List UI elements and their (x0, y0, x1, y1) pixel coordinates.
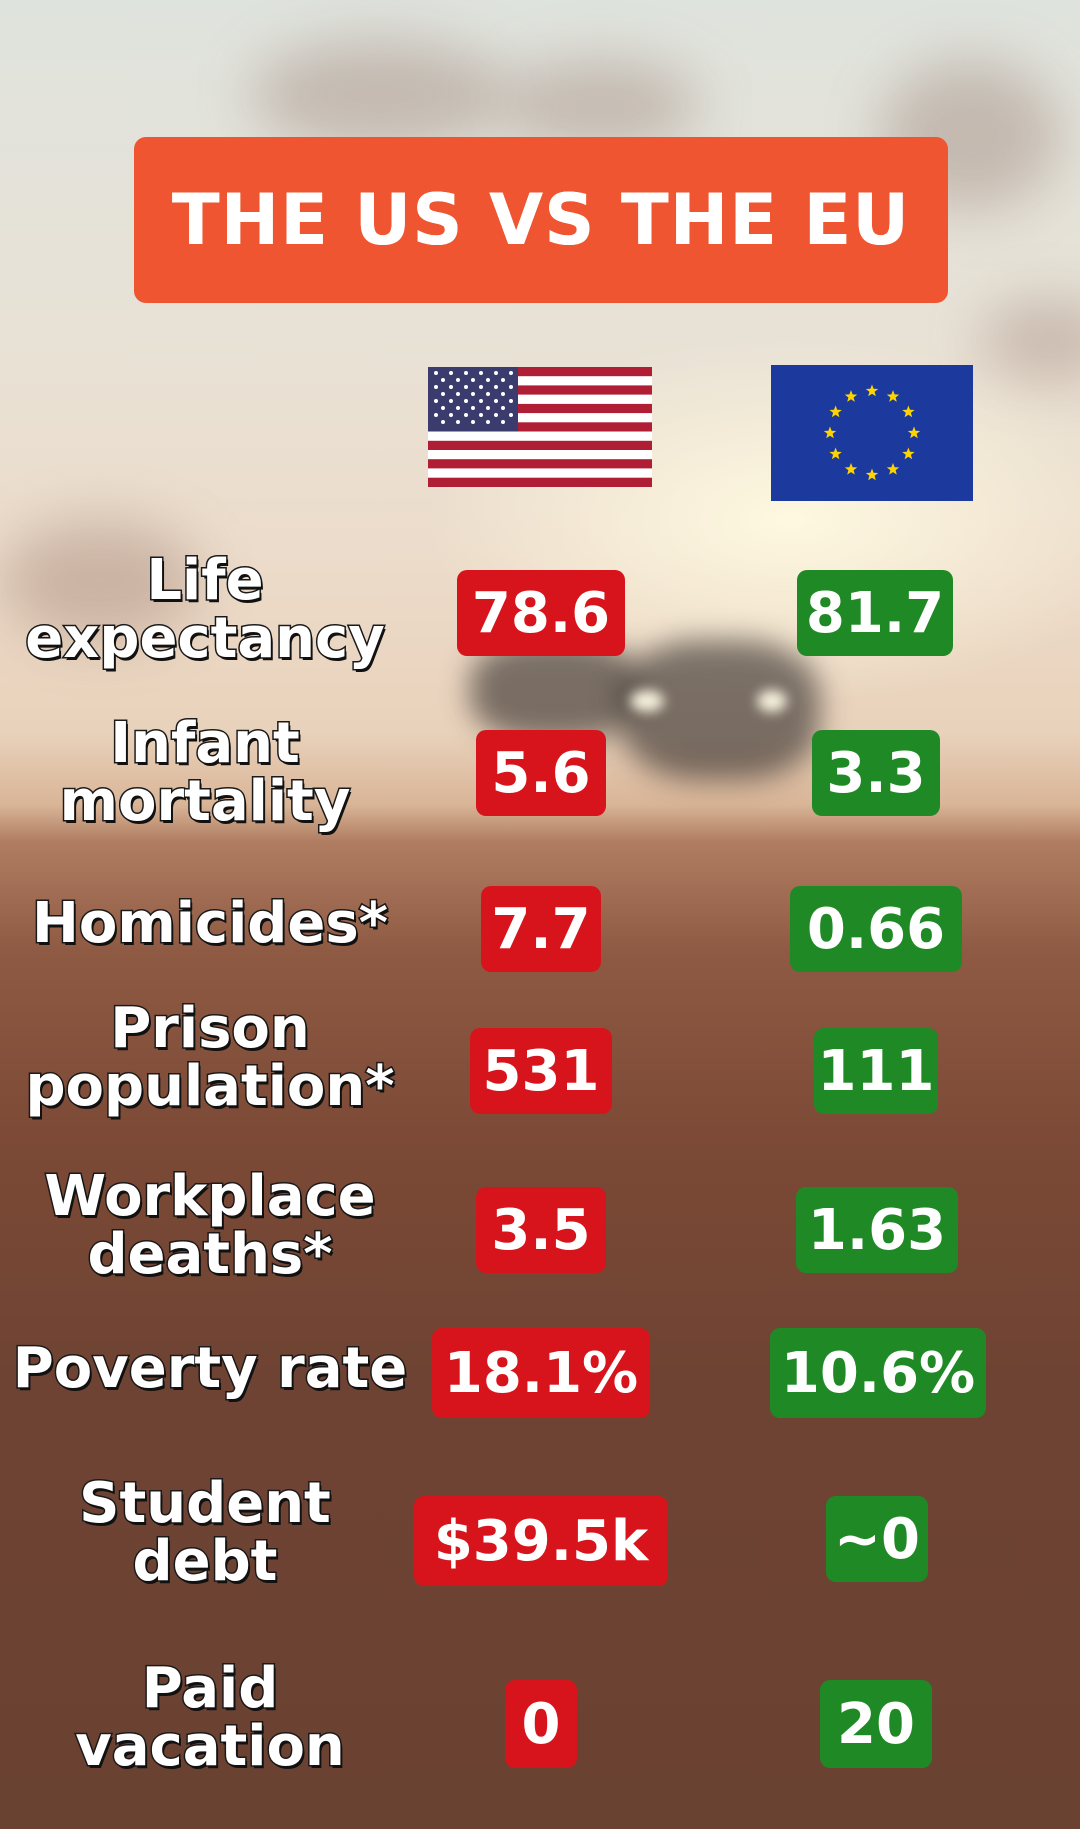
row-label: Workplace deaths* (43, 1164, 377, 1287)
cloud (0, 520, 200, 640)
us-value-badge: 18.1% (432, 1328, 650, 1418)
eu-value-badge: 10.6% (770, 1328, 986, 1418)
motorcycle-silhouette (470, 640, 640, 740)
page-title: THE US VS THE EU (171, 179, 911, 261)
title-banner: THE US VS THE EU (134, 137, 948, 303)
row-label: Infant mortality (58, 711, 352, 834)
eu-value-badge: 1.63 (796, 1187, 958, 1273)
us-value-badge: 0 (505, 1680, 577, 1768)
star-icon (829, 405, 842, 418)
eu-value-badge: 0.66 (790, 886, 962, 972)
us-value-badge: $39.5k (414, 1496, 668, 1586)
star-icon (844, 462, 858, 475)
us-value-badge: 5.6 (476, 730, 606, 816)
star-icon (865, 384, 879, 397)
star-icon (902, 405, 915, 418)
row-label: Student debt (78, 1471, 333, 1594)
star-icon (886, 462, 900, 475)
us-flag-icon (428, 367, 652, 487)
star-icon (844, 390, 858, 402)
row-label: Poverty rate (11, 1336, 409, 1401)
eu-flag-icon (771, 365, 973, 501)
cloud (980, 300, 1080, 380)
row-label: Paid vacation (74, 1656, 347, 1779)
eu-value-badge: 111 (814, 1028, 938, 1114)
us-value-badge: 531 (470, 1028, 612, 1114)
eu-value-badge: 81.7 (797, 570, 953, 656)
us-value-badge: 78.6 (457, 570, 625, 656)
star-icon (865, 468, 879, 481)
star-icon (902, 447, 915, 460)
star-icon (907, 426, 921, 439)
us-value-badge: 7.7 (481, 886, 601, 972)
star-icon (823, 426, 837, 439)
row-label: Prison population* (24, 996, 396, 1119)
cloud (250, 40, 510, 150)
row-label: Life expectancy (24, 548, 387, 671)
us-value-badge: 3.5 (476, 1187, 606, 1273)
eu-value-badge: 3.3 (812, 730, 940, 816)
headlight (757, 690, 787, 712)
eu-value-badge: 20 (820, 1680, 932, 1768)
star-icon (829, 447, 842, 460)
eu-value-badge: ~0 (826, 1496, 928, 1582)
headlight (630, 690, 664, 712)
cloud (500, 60, 700, 150)
row-label: Homicides* (31, 891, 390, 956)
star-icon (886, 390, 900, 402)
